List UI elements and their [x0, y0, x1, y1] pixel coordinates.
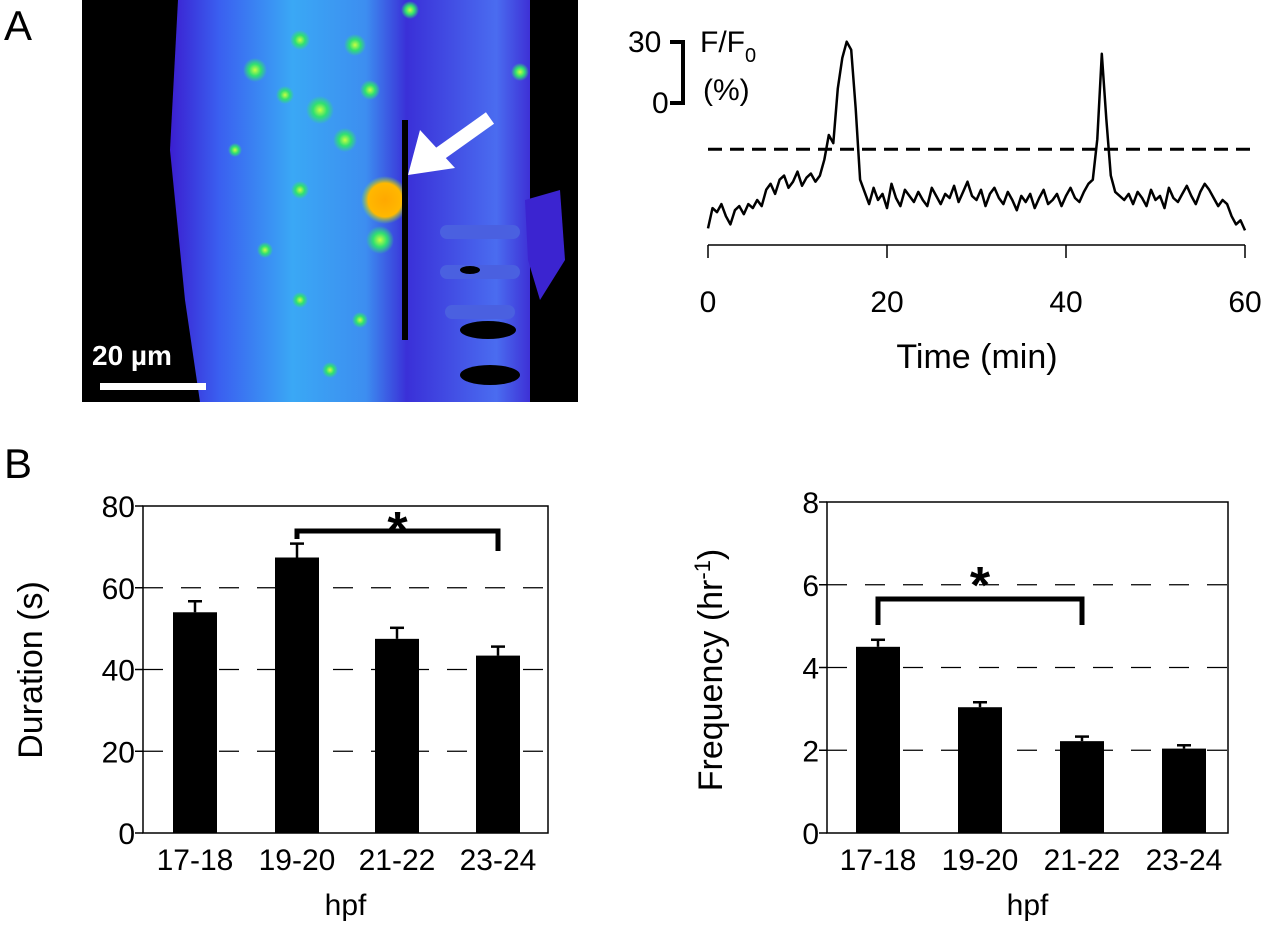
x-tick-label: 19-20 [942, 844, 1019, 877]
x-tick-label: 0 [700, 286, 717, 319]
y-tick-label: 2 [802, 735, 819, 768]
y-tick-label: 8 [802, 487, 819, 520]
plot-frame [142, 505, 549, 834]
y-tick-label: 40 [102, 655, 135, 688]
bar-19-20 [958, 707, 1002, 833]
x-tick-label: 21-22 [1044, 844, 1121, 877]
x-tick-label: 17-18 [840, 844, 917, 877]
bar-21-22 [375, 638, 419, 833]
y-scale-bar [670, 40, 685, 105]
y-tick-label: 20 [102, 736, 135, 769]
x-tick-label: 17-18 [157, 844, 234, 877]
dark-gaps [402, 120, 520, 385]
x-axis-label: hpf [1007, 889, 1049, 922]
calcium-image [82, 0, 578, 402]
scalebar-top-label: 30 [628, 26, 661, 59]
x-axis-label: Time (min) [896, 338, 1057, 376]
y-tick-label: 0 [802, 818, 819, 851]
x-axis-label: hpf [325, 889, 367, 922]
scalebar-percent: (%) [703, 74, 750, 107]
bar-21-22 [1060, 741, 1104, 833]
duration-chart: Duration (s) 0 20 40 60 80 17-18 19-20 21-22 23-… [12, 491, 549, 922]
trace-chart: 30 0 F/F0 (%) 0 20 40 60 Time (min) [628, 26, 1262, 376]
x-tick-label: 40 [1049, 286, 1082, 319]
x-tick-label: 20 [870, 286, 903, 319]
trace-line [706, 40, 1247, 231]
x-tick-label: 60 [1228, 286, 1261, 319]
somites [440, 225, 520, 319]
y-tick-label: 0 [118, 818, 135, 851]
bar-17-18 [856, 646, 900, 833]
y-tick-label: 80 [102, 491, 135, 524]
y-tick-label: 60 [102, 573, 135, 606]
scalebar-unit: F/F0 [700, 26, 756, 67]
bar-23-24 [1162, 748, 1206, 833]
plot-frame [826, 501, 1229, 834]
bar-23-24 [476, 655, 520, 833]
y-tick-label: 4 [802, 653, 819, 686]
panel-label-a: A [4, 2, 32, 49]
x-tick-label: 23-24 [1146, 844, 1223, 877]
bar-19-20 [275, 557, 319, 833]
scalebar-bottom-label: 0 [652, 87, 669, 120]
cell-spots [228, 1, 529, 378]
y-axis-label: Frequency (hr-1) [690, 549, 730, 792]
significance-star: * [387, 502, 408, 560]
frequency-chart: Frequency (hr-1) 0 2 4 6 8 17-18 19-20 21-22 23-… [690, 487, 1229, 922]
significance-bracket [875, 596, 1085, 625]
significance-star: * [970, 557, 991, 615]
y-tick-label: 6 [802, 570, 819, 603]
significance-bracket [294, 528, 501, 551]
panel-label-b: B [4, 440, 32, 487]
x-tick-label: 21-22 [359, 844, 436, 877]
arrow-icon [408, 112, 495, 175]
y-axis-label: Duration (s) [12, 581, 50, 759]
scale-bar-label: 20 µm [92, 340, 172, 371]
scale-bar [100, 383, 206, 390]
bar-17-18 [173, 612, 217, 833]
x-tick-label: 19-20 [259, 844, 336, 877]
x-tick-label: 23-24 [460, 844, 537, 877]
